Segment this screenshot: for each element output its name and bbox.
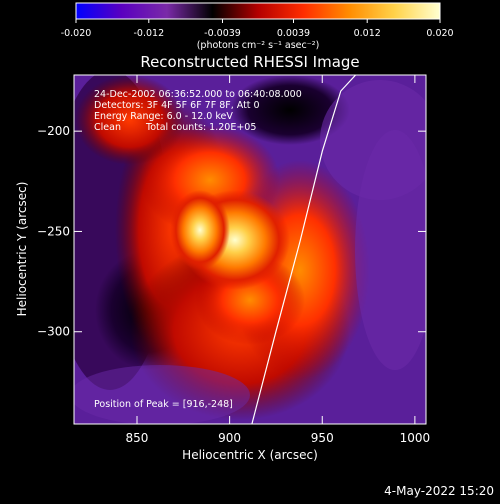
x-axis-label: Heliocentric X (arcsec): [182, 448, 318, 462]
annotation-energy-range: Energy Range: 6.0 - 12.0 keV: [94, 111, 233, 122]
colorbar-tick-label: 0.0039: [277, 28, 310, 39]
colorbar-tick-label: -0.0039: [204, 28, 241, 39]
x-tick-label: 850: [126, 431, 149, 445]
footer-date: 4-May-2022 15:20: [384, 484, 494, 498]
y-tick-label: −300: [37, 325, 70, 339]
colorbar-tick-label: -0.012: [133, 28, 164, 39]
x-tick-label: 1000: [400, 431, 431, 445]
x-tick-label: 900: [218, 431, 241, 445]
annotation-total-counts: Total counts: 1.20E+05: [145, 122, 256, 133]
annotation-method: Clean: [94, 122, 121, 133]
colorbar-tick-label: -0.020: [61, 28, 92, 39]
colorbar-tick-label: 0.012: [354, 28, 381, 39]
heatmap-image: [74, 75, 426, 424]
annotation-peak-position: Position of Peak = [916,-248]: [94, 399, 233, 410]
y-tick-label: −250: [37, 224, 70, 238]
colorbar-tick-label: 0.020: [426, 28, 453, 39]
colorbar-ticks: -0.020 -0.012 -0.0039 0.0039 0.012 0.020: [61, 19, 454, 39]
y-axis-ticks: −200 −250 −300: [37, 124, 426, 339]
y-tick-label: −200: [37, 124, 70, 138]
x-tick-label: 950: [311, 431, 334, 445]
colorbar-unit-label: (photons cm⁻² s⁻¹ asec⁻²): [197, 40, 320, 51]
solar-limb-curve: [251, 75, 357, 424]
colorbar: [75, 2, 441, 20]
chart-title: Reconstructed RHESSI Image: [140, 53, 359, 71]
plot-frame: [73, 74, 427, 425]
annotation-detectors: Detectors: 3F 4F 5F 6F 7F 8F, Att 0: [94, 100, 260, 111]
x-axis-ticks: 850 900 950 1000: [126, 75, 431, 445]
y-axis-label: Heliocentric Y (arcsec): [15, 182, 29, 317]
annotation-time-range: 24-Dec-2002 06:36:52.000 to 06:40:08.000: [94, 89, 302, 100]
